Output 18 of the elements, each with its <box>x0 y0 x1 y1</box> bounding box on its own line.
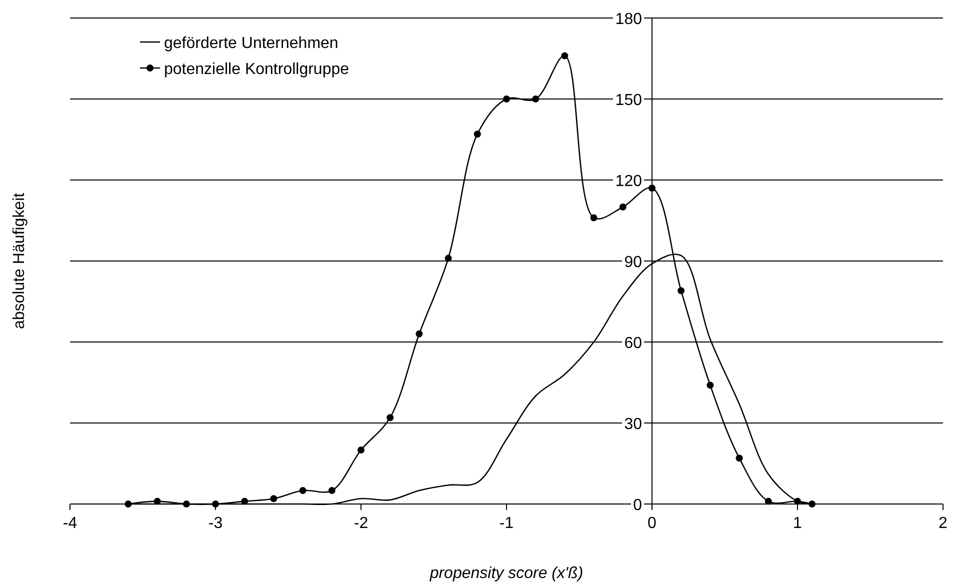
x-tick-label: -4 <box>62 515 78 532</box>
x-axis-title: propensity score (x'ß) <box>428 565 584 582</box>
x-tick-label: -3 <box>208 515 223 532</box>
y-tick-label: 60 <box>624 335 642 352</box>
y-tick-label: 150 <box>615 92 642 109</box>
y-tick-label: 0 <box>633 497 642 514</box>
x-tick-label: 1 <box>793 515 802 532</box>
y-tick-label: 120 <box>615 173 642 190</box>
legend-label: geförderte Unternehmen <box>164 35 338 52</box>
x-tick-label: -2 <box>354 515 368 532</box>
x-tick-label: -1 <box>499 515 514 532</box>
x-tick-label: 2 <box>938 515 948 532</box>
x-tick-label: 0 <box>648 515 657 532</box>
y-axis-title: absolute Häufigkeit <box>11 192 28 330</box>
legend-label: potenzielle Kontrollgruppe <box>164 61 350 78</box>
y-tick-label: 180 <box>615 11 642 28</box>
y-tick-label: 30 <box>624 416 642 433</box>
y-tick-label: 90 <box>624 254 642 271</box>
